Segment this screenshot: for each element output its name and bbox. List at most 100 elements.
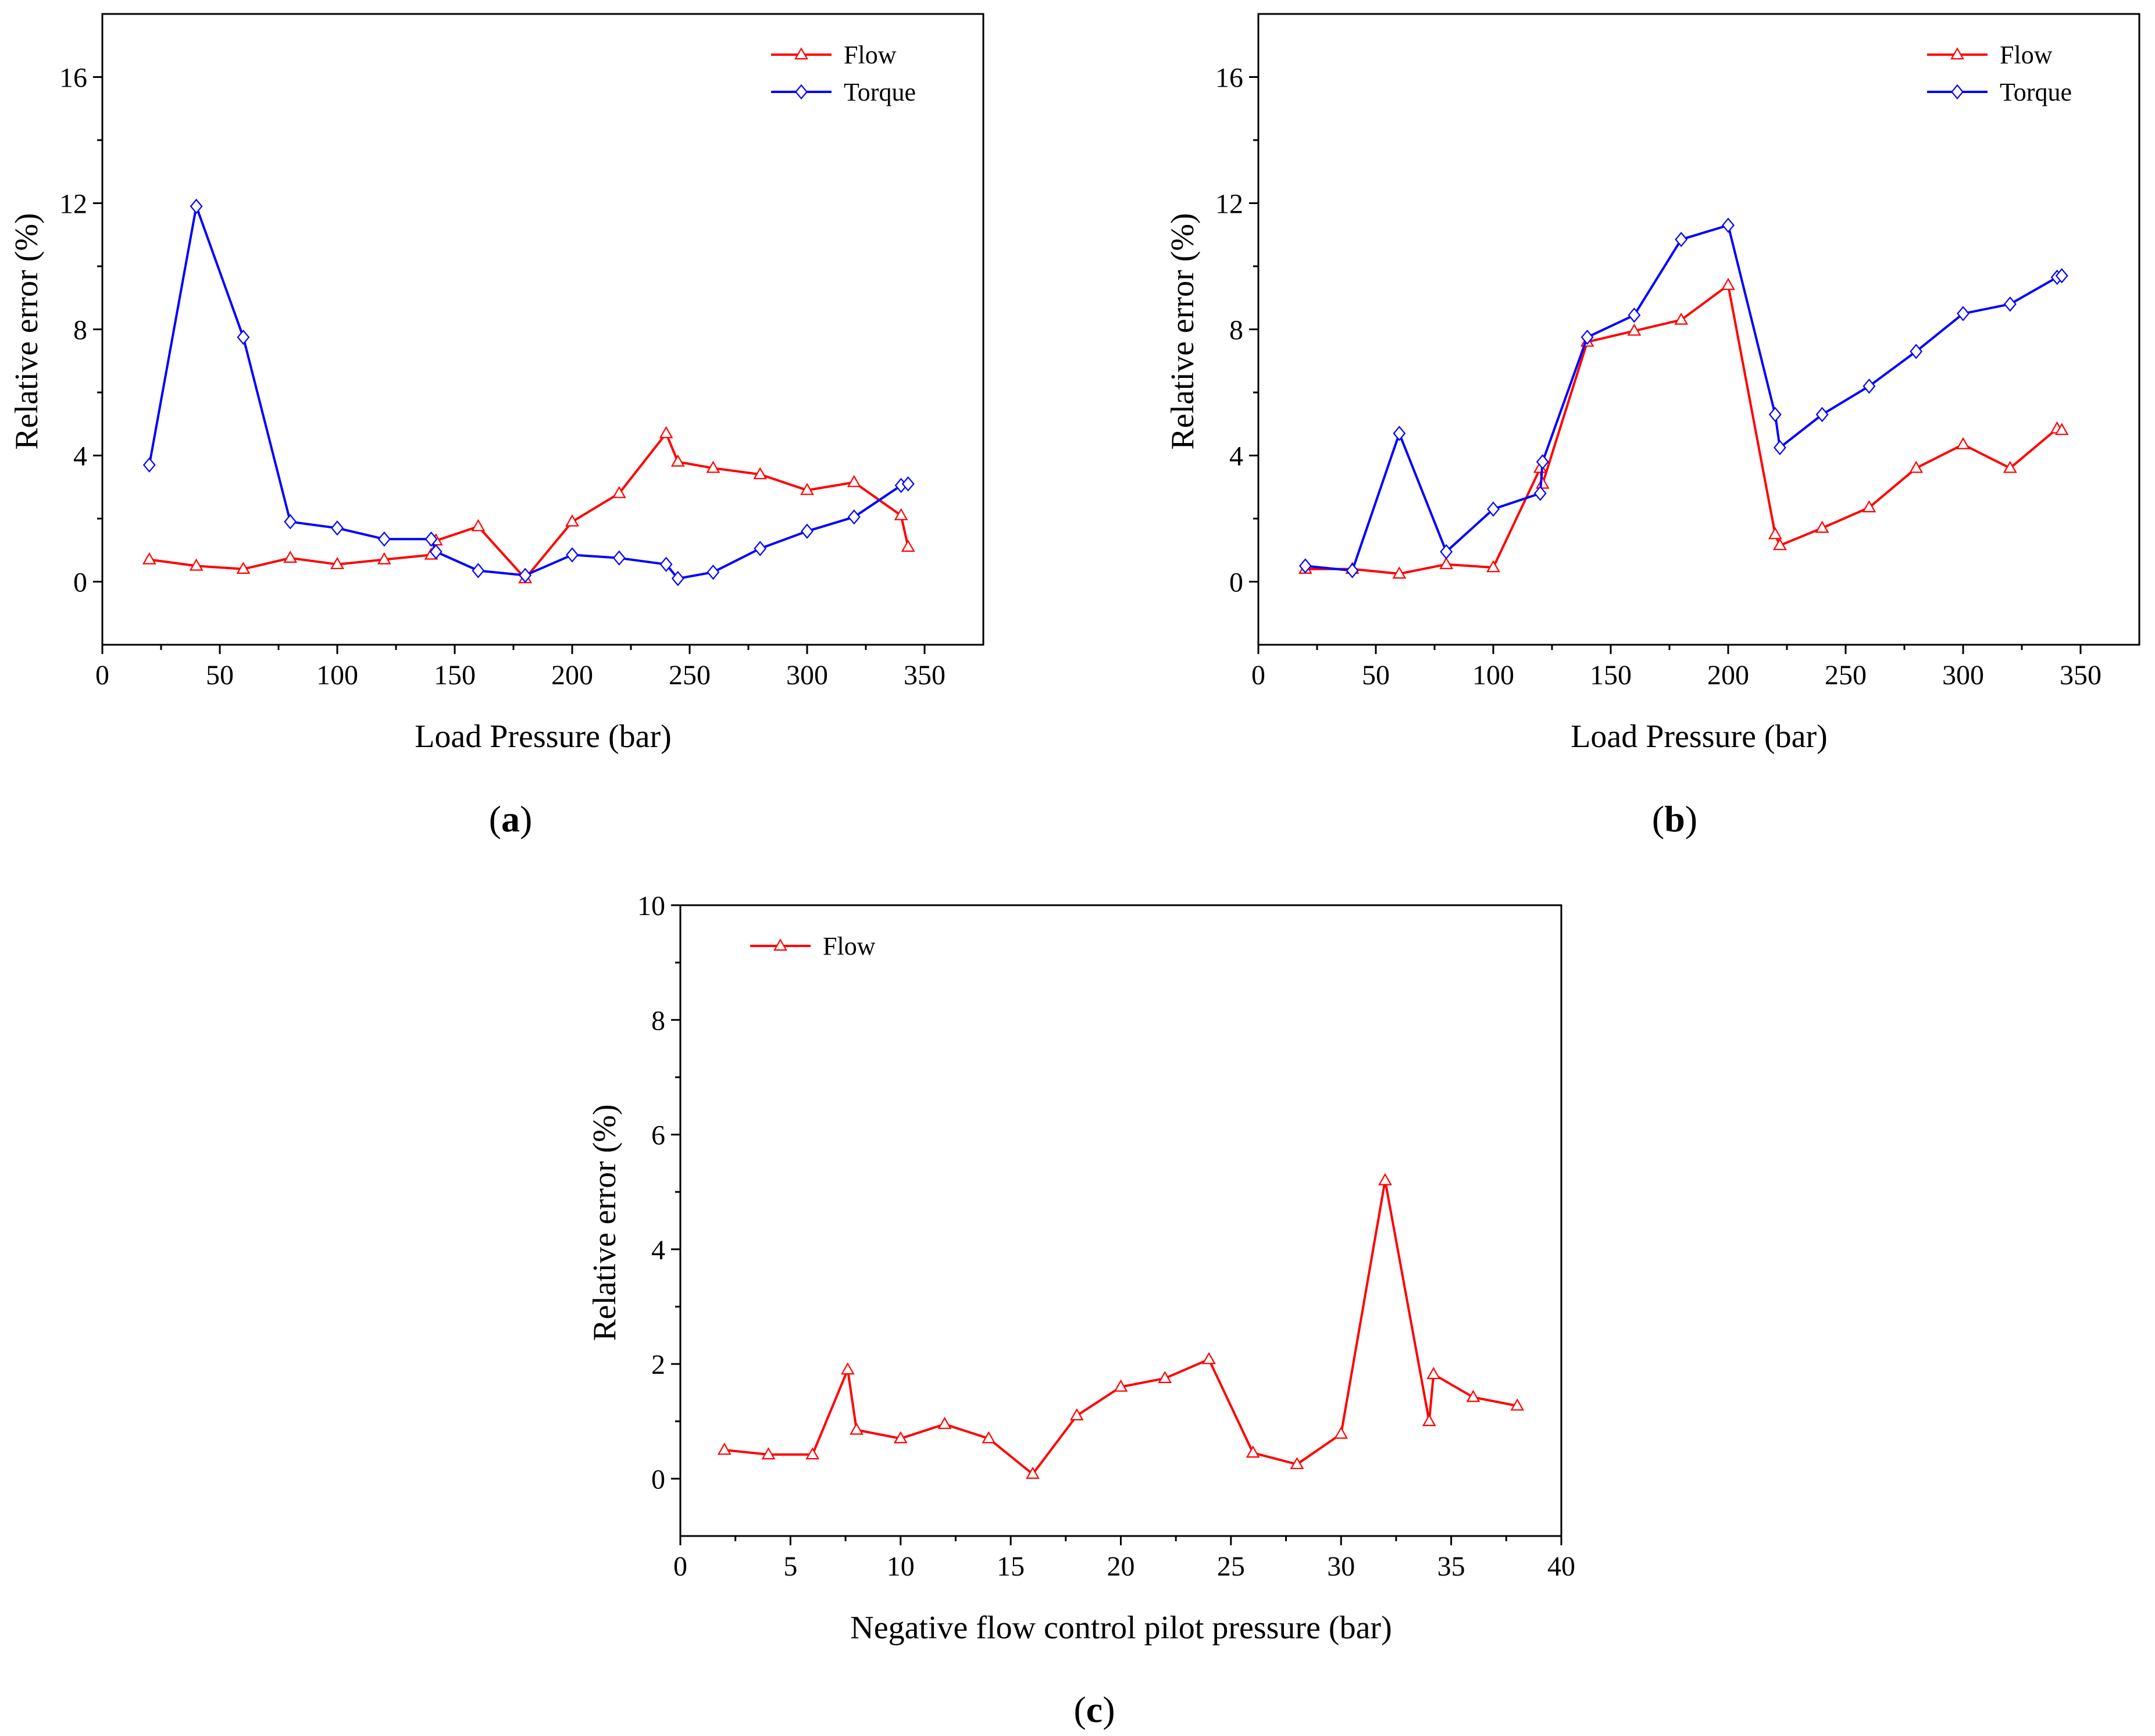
chart-a-ylabel: Relative error (%) [9,213,45,449]
chart-a-torque-point [190,198,203,215]
chart-a-flow-point [377,552,391,565]
chart-b-torque-point [1957,306,1970,322]
chart-b-flow-point [1815,520,1829,533]
chart-b-torque-point [1773,440,1786,456]
chart-b-legend-torque-marker [1951,84,1964,100]
chart-b-flow-point [1392,566,1407,579]
chart-b-legend-torque-label: Torque [2000,78,2072,106]
chart-a-xlabel: Load Pressure (bar) [415,719,672,755]
chart-a-torque-point [424,531,438,547]
chart-a-flow-point [283,551,298,563]
chart-a-ytick-label: 12 [59,189,87,220]
chart-c-flow-point [1378,1173,1392,1185]
chart-c-flow-point [1426,1367,1441,1380]
chart-a-torque-point [237,329,250,345]
chart-c: 0 5 10 15 20 25 30 35 40 0 2 4 6 8 10 Flow Negative fl… [587,891,1575,1730]
chart-a-ytick-label: 16 [59,63,87,94]
chart-a-ytick-label: 8 [73,315,87,346]
chart-b-flow-point [2054,423,2069,435]
chart-b-ylabel: Relative error (%) [1165,213,1201,449]
chart-b-flow-line [1305,284,2063,575]
chart-c-flow-point [1510,1398,1525,1411]
chart-c-flow-point [850,1422,864,1435]
chart-a-flow-point [659,426,673,438]
chart-b-torque-point [1393,426,1406,441]
chart-c-legend-flow-label: Flow [823,932,876,960]
chart-b-flow-point [1439,556,1454,569]
chart-b-panel-label: (b) [1652,798,1697,840]
chart-b-flow-point [1486,560,1500,573]
chart-b-legend-flow-label: Flow [2000,41,2053,69]
chart-a-flow-point [670,454,685,467]
chart-c-xtick-label: 35 [1437,1551,1465,1582]
chart-a-xtick-label: 50 [206,660,234,691]
chart-a-panel-label: (a) [489,798,533,840]
chart-c-flow-point [1114,1379,1128,1392]
chart-b-xtick-label: 350 [2060,660,2102,691]
chart-a-xtick-label: 100 [316,660,358,691]
chart-a-torque-point [566,547,579,563]
chart-a-ytick-label: 0 [73,567,87,598]
chart-c-flow-point [1334,1426,1348,1439]
chart-c-flow-point [805,1447,820,1460]
chart-c-xtick-label: 20 [1107,1551,1135,1582]
chart-a-torque-point [377,531,391,547]
chart-c-xtick-label: 15 [997,1551,1025,1582]
chart-c-flow-point [1290,1457,1304,1469]
chart-c-ytick-label: 4 [651,1235,665,1266]
chart-b-flow-point [1956,437,1970,449]
chart-c-ylabel: Relative error (%) [587,1104,623,1341]
chart-a-xtick-label: 0 [95,660,109,691]
chart-c-flow-point [937,1416,952,1429]
chart-b-torque-point [1536,454,1549,470]
chart-a-torque-point [142,457,156,473]
chart-a-flow-line [149,432,909,580]
chart-b-torque-point [1863,378,1876,394]
chart-a-torque-point [429,544,443,560]
chart-c-xtick-label: 25 [1217,1551,1245,1582]
chart-b-torque-point [1298,558,1312,574]
chart-a-torque-point [901,476,915,492]
chart-a-torque-point [671,570,684,587]
chart-b-torque-point [1533,485,1547,501]
chart-b-flow-point [1627,323,1642,336]
chart-b-torque-point [1675,231,1688,248]
chart-a-torque-point [331,520,344,536]
chart-a-flow-point [142,552,156,565]
chart-a-flow-point [894,508,908,520]
chart-b-flow-point [1768,527,1782,540]
chart-a-torque-point [612,550,626,566]
chart-a-flow-point [330,556,344,569]
chart-a-xtick-label: 200 [551,660,593,691]
chart-a-flow-point [753,467,768,480]
chart-b-xtick-label: 100 [1472,660,1514,691]
chart-b-torque-line [1305,224,2063,572]
chart-c-xtick-label: 30 [1327,1551,1355,1582]
chart-b-xtick-label: 200 [1707,660,1749,691]
chart-b-legend-flow-marker [1950,47,1964,60]
chart-b-torque-point [1628,307,1641,323]
chart-c-flow-point [1466,1389,1480,1402]
chart-c-xtick-label: 5 [783,1551,797,1582]
chart-a-xtick-label: 250 [669,660,711,691]
chart-a-panel-letter: a [501,798,520,840]
chart-b-flow-point [1862,500,1876,513]
chart-c-xtick-label: 0 [673,1551,687,1582]
chart-c-ytick-label: 0 [651,1464,665,1495]
chart-c-flow-point [1158,1371,1172,1383]
chart-b-xtick-label: 150 [1590,660,1632,691]
chart-a-flow-point [847,474,861,487]
chart-c-ytick-label: 2 [651,1349,665,1380]
chart-c-flow-point [1026,1466,1040,1479]
chart-c-flow-point [1069,1408,1084,1421]
chart-a-torque-point [519,567,532,583]
chart-c-xlabel: Negative flow control pilot pressure (ba… [850,1610,1392,1646]
chart-a-torque-point [707,565,720,580]
chart-b-torque-point [1346,563,1359,578]
chart-b-ytick-label: 0 [1229,567,1243,598]
chart-b-torque-point [1580,329,1594,345]
chart-a-flow-point [706,460,720,473]
chart-a-torque-point [754,541,767,556]
